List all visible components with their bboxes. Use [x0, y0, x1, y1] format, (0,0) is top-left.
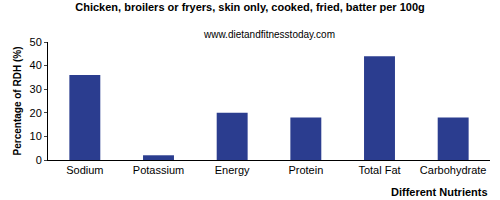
svg-text:20: 20: [30, 107, 42, 119]
svg-text:0: 0: [36, 154, 42, 166]
svg-text:Percentage of RDH (%): Percentage of RDH (%): [12, 47, 23, 156]
svg-text:40: 40: [30, 59, 42, 71]
svg-text:Different Nutrients: Different Nutrients: [391, 186, 488, 198]
svg-text:Sodium: Sodium: [66, 164, 103, 176]
svg-text:30: 30: [30, 83, 42, 95]
svg-text:10: 10: [30, 130, 42, 142]
svg-text:Potassium: Potassium: [133, 164, 184, 176]
svg-text:Total Fat: Total Fat: [358, 164, 400, 176]
svg-text:Energy: Energy: [215, 164, 250, 176]
svg-text:Protein: Protein: [288, 164, 323, 176]
svg-text:Chicken, broilers or fryers, s: Chicken, broilers or fryers, skin only, …: [75, 1, 424, 13]
svg-text:Carbohydrate: Carbohydrate: [420, 164, 487, 176]
svg-text:50: 50: [30, 36, 42, 48]
svg-text:www.dietandfitnesstoday.com: www.dietandfitnesstoday.com: [203, 29, 335, 40]
